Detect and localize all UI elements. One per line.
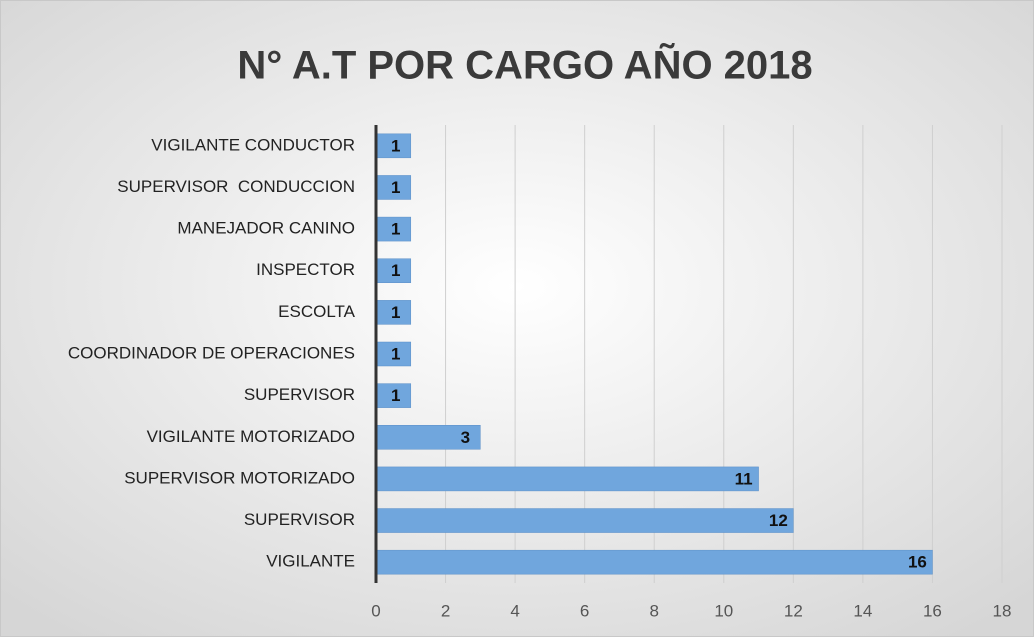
value-label: 1 bbox=[391, 220, 400, 239]
y-tick-label: SUPERVISOR CONDUCCION bbox=[117, 177, 355, 196]
value-label: 1 bbox=[391, 136, 400, 155]
value-label: 1 bbox=[391, 303, 400, 322]
value-label: 1 bbox=[391, 178, 400, 197]
bar bbox=[375, 508, 794, 533]
x-tick-label: 6 bbox=[580, 601, 589, 620]
value-label: 11 bbox=[735, 469, 753, 488]
y-tick-label: ESCOLTA bbox=[278, 302, 355, 321]
bar bbox=[375, 549, 933, 575]
y-tick-label: MANEJADOR CANINO bbox=[177, 219, 355, 238]
chart-title: N° A.T POR CARGO AÑO 2018 bbox=[237, 42, 812, 88]
y-tick-label: COORDINADOR DE OPERACIONES bbox=[68, 343, 355, 362]
x-tick-label: 10 bbox=[714, 601, 733, 620]
bar bbox=[375, 383, 412, 408]
y-tick-label: VIGILANTE CONDUCTOR bbox=[151, 135, 355, 154]
value-label: 1 bbox=[391, 261, 400, 280]
x-tick-label: 0 bbox=[371, 601, 380, 620]
x-tick-label: 14 bbox=[853, 601, 872, 620]
value-label: 1 bbox=[391, 386, 400, 405]
bar bbox=[375, 133, 412, 159]
y-tick-label: VIGILANTE MOTORIZADO bbox=[147, 427, 355, 446]
y-tick-label: SUPERVISOR MOTORIZADO bbox=[124, 468, 355, 487]
value-label: 16 bbox=[908, 553, 927, 572]
value-label: 3 bbox=[461, 428, 470, 447]
bar bbox=[375, 466, 759, 492]
x-tick-label: 2 bbox=[441, 601, 450, 620]
x-tick-label: 8 bbox=[649, 601, 658, 620]
y-tick-label: SUPERVISOR bbox=[244, 510, 355, 529]
bar bbox=[375, 425, 481, 450]
y-tick-label: SUPERVISOR bbox=[244, 385, 355, 404]
x-tick-label: 16 bbox=[923, 601, 942, 620]
x-tick-label: 4 bbox=[510, 601, 519, 620]
y-tick-label: INSPECTOR bbox=[256, 260, 355, 279]
y-tick-label: VIGILANTE bbox=[266, 552, 355, 571]
value-label: 12 bbox=[769, 511, 788, 530]
value-label: 1 bbox=[391, 344, 400, 363]
x-tick-label: 18 bbox=[993, 601, 1012, 620]
x-tick-label: 12 bbox=[784, 601, 803, 620]
